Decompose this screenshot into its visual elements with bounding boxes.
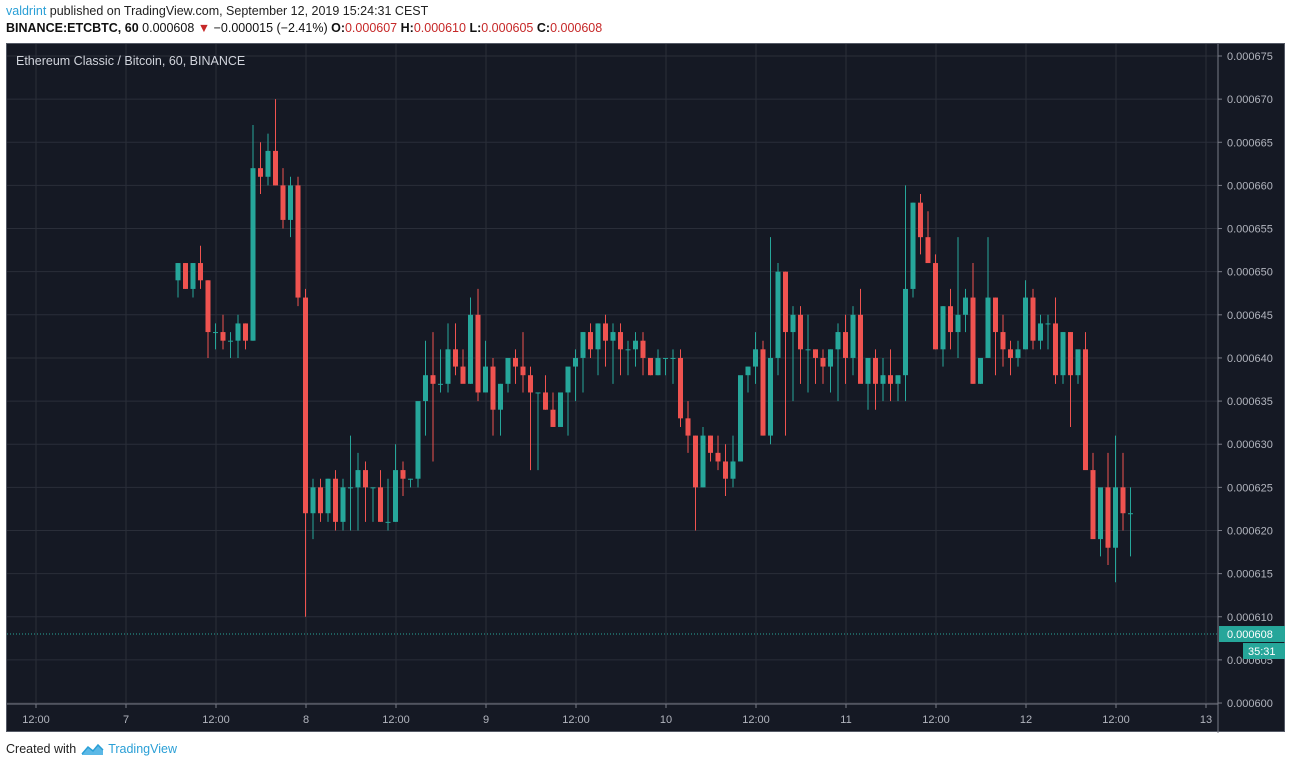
x-axis-tick-label: 13 (1200, 714, 1212, 726)
x-axis-tick-label: 10 (660, 714, 672, 726)
y-axis-tick-label: 0.000620 (1227, 525, 1273, 537)
y-axis-tick-label: 0.000610 (1227, 612, 1273, 624)
candlestick-chart[interactable]: 0.000675 0.000670 0.000665 0.000660 0.000655… (7, 44, 1286, 733)
x-axis-tick-label: 12:00 (742, 714, 770, 726)
y-axis-tick-label: 0.000660 (1227, 180, 1273, 192)
chart-pane[interactable]: 0.000675 0.000670 0.000665 0.000660 0.000655… (6, 43, 1286, 733)
y-axis-tick-label: 0.000670 (1227, 94, 1273, 106)
y-axis-tick-label: 0.000600 (1227, 698, 1273, 710)
x-axis-tick-label: 12:00 (382, 714, 410, 726)
x-axis-tick-label: 9 (483, 714, 489, 726)
last-price: 0.000608 (142, 21, 195, 35)
x-axis-tick-label: 7 (123, 714, 129, 726)
author-link[interactable]: valdrint (6, 4, 47, 18)
x-axis-tick-label: 12:00 (202, 714, 230, 726)
x-axis-tick-label: 12:00 (1102, 714, 1130, 726)
countdown-badge (1243, 643, 1285, 660)
footer: Created with TradingView (6, 742, 177, 756)
y-axis-tick-label: 0.000675 (1227, 51, 1273, 63)
countdown-label: 35:31 (1248, 646, 1276, 658)
tradingview-link[interactable]: TradingView (108, 742, 177, 756)
x-axis-tick-label: 8 (303, 714, 309, 726)
low-label: L: (469, 21, 482, 35)
open-label: O: (331, 21, 345, 35)
y-axis-tick-label: 0.000615 (1227, 569, 1273, 581)
chart-title: Ethereum Classic / Bitcoin, 60, BINANCE (16, 54, 246, 68)
x-axis-tick-label: 12:00 (22, 714, 50, 726)
y-axis-tick-label: 0.000650 (1227, 267, 1273, 279)
y-axis-tick-label: 0.000640 (1227, 353, 1273, 365)
close-value: 0.000608 (550, 21, 603, 35)
last-price-badge (1219, 626, 1285, 643)
candles (175, 99, 1133, 617)
y-axis-tick-label: 0.000645 (1227, 310, 1273, 322)
x-axis-tick-label: 12:00 (562, 714, 590, 726)
published-text: published on TradingView.com, September … (49, 4, 429, 18)
x-axis-tick-label: 12 (1020, 714, 1032, 726)
publish-info: valdrint published on TradingView.com, S… (6, 4, 428, 18)
y-axis-tick-label: 0.000665 (1227, 137, 1273, 149)
created-with-text: Created with (6, 742, 77, 756)
down-triangle-icon: ▼ (197, 21, 211, 35)
high-value: 0.000610 (413, 21, 466, 35)
close-label: C: (536, 21, 551, 35)
x-axis-tick-label: 12:00 (922, 714, 950, 726)
y-axis-tick-label: 0.000625 (1227, 482, 1273, 494)
tradingview-cloud-icon (81, 743, 104, 755)
high-label: H: (400, 21, 414, 35)
y-axis-tick-label: 0.000635 (1227, 396, 1273, 408)
symbol-label: BINANCE:ETCBTC, 60 (6, 21, 139, 35)
last-price-badge-label: 0.000608 (1227, 629, 1273, 641)
y-axis-tick-label: 0.000655 (1227, 224, 1273, 236)
symbol-info-bar: BINANCE:ETCBTC, 60 0.000608 ▼ −0.000015 … (6, 21, 602, 35)
y-axis-tick-label: 0.000630 (1227, 439, 1273, 451)
low-value: 0.000605 (481, 21, 534, 35)
x-axis-tick-label: 11 (840, 714, 851, 726)
open-value: 0.000607 (344, 21, 398, 35)
price-change: −0.000015 (−2.41%) (213, 21, 328, 35)
